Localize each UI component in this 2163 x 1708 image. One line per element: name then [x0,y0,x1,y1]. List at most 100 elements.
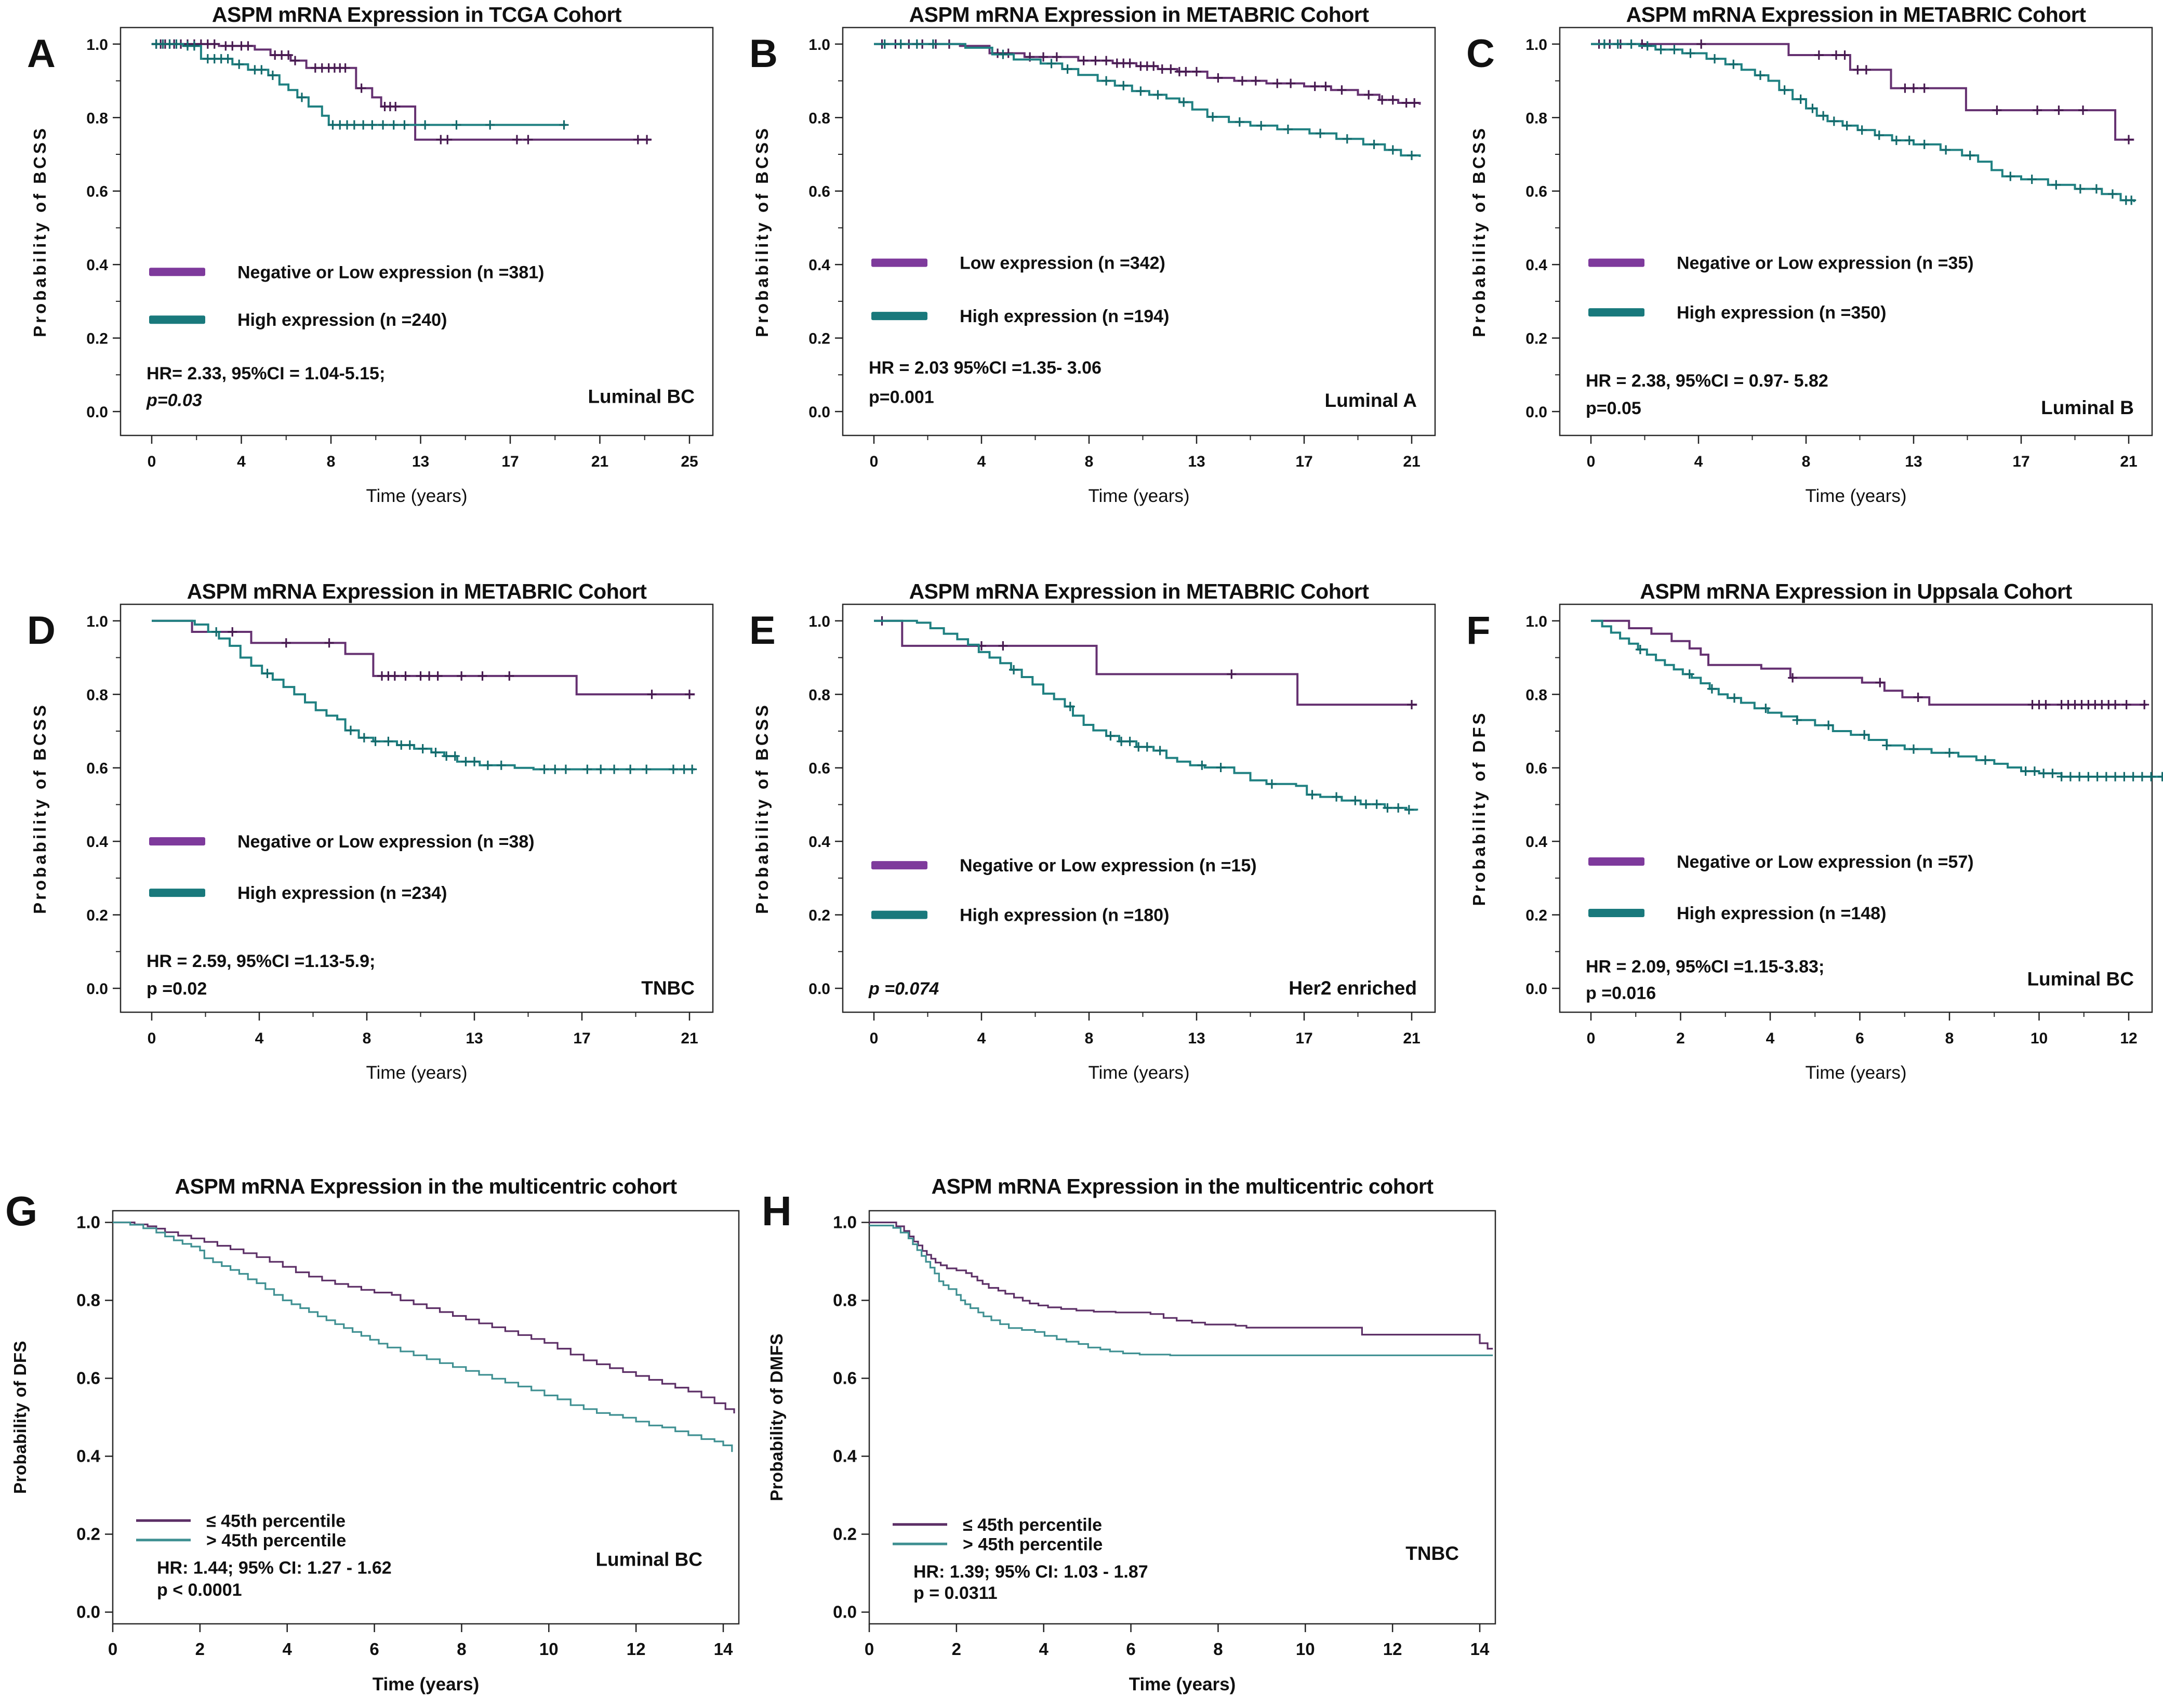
panel-A: A ASPM mRNA Expression in TCGA Cohort 1.0 0… [11,4,725,568]
x-tick-label: 2 [195,1639,205,1659]
legend-swatch [1588,857,1644,866]
y-tick-label: 0.2 [76,1525,100,1544]
y-tick-label: 0.6 [808,760,830,777]
x-tick-label: 0 [870,453,879,470]
km-curve-high [869,1224,1493,1356]
x-tick-label: 4 [977,453,986,470]
km-curve-low [152,619,695,696]
km-curve-low [152,43,652,141]
x-tick-label: 0 [865,1639,874,1659]
km-curve-low [874,619,1417,706]
subtype-annotation: TNBC [1405,1543,1459,1564]
chart-title: ASPM mRNA Expression in METABRIC Cohort [909,581,1370,603]
subtype-annotation: Luminal BC [2027,968,2134,989]
y-tick-label: 0.6 [86,760,108,777]
x-axis-label: Time (years) [366,1063,467,1083]
x-tick-label: 17 [1295,1030,1312,1047]
x-tick-label: 8 [327,453,336,470]
x-tick-label: 25 [681,453,698,470]
x-tick-label: 21 [591,453,608,470]
km-curve-low [113,1221,735,1413]
x-tick-label: 0 [1587,1030,1596,1047]
plot-box [842,603,1436,1013]
panel-H: H ASPM mRNA Expression in the multicentri… [758,1172,1511,1708]
x-tick-label: 13 [1188,1030,1205,1047]
y-tick-label: 0.8 [1525,686,1547,704]
x-tick-label: 6 [369,1639,379,1659]
y-tick-label: 1.0 [76,1213,100,1232]
legend-label: Negative or Low expression (n =35) [1677,254,1974,273]
y-tick-label: 0.0 [76,1603,100,1622]
legend-swatch [149,889,205,897]
legend-label: High expression (n =234) [237,883,447,903]
y-tick-label: 0.2 [1525,907,1547,924]
plot-box [112,1210,740,1625]
subtype-annotation: Luminal A [1325,390,1417,411]
y-tick-label: 1.0 [808,613,830,630]
censor-marks-low [877,39,1419,108]
panel-D: D ASPM mRNA Expression in METABRIC Cohort… [11,581,725,1145]
y-axis-label: Probability of DFS [1469,710,1489,906]
km-curve-high [874,43,1421,157]
legend-label: > 45th percentile [206,1531,346,1551]
panel-letter-A: A [27,32,56,76]
x-tick-label: 10 [1296,1639,1315,1659]
x-tick-label: 2 [1676,1030,1685,1047]
censor-marks-high [1009,665,1414,815]
x-tick-label: 6 [1855,1030,1864,1047]
stats-line: HR = 2.09, 95%CI =1.15-3.83; [1586,957,1824,977]
x-tick-label: 10 [539,1639,559,1659]
y-tick-label: 0.4 [1525,257,1547,274]
chart-title: ASPM mRNA Expression in the multicentric… [932,1174,1434,1198]
y-tick-label: 0.4 [76,1447,101,1466]
chart-title: ASPM mRNA Expression in METABRIC Cohort [1626,4,2087,27]
x-axis-label: Time (years) [1805,1063,1906,1083]
x-tick-label: 21 [1403,453,1420,470]
x-tick-label: 13 [1905,453,1922,470]
x-axis-label: Time (years) [366,486,467,506]
x-tick-label: 17 [501,453,519,470]
x-tick-label: 21 [1403,1030,1420,1047]
censor-marks-low [228,627,694,699]
km-curve-high [152,43,566,126]
stats-line: p < 0.0001 [157,1580,242,1600]
panel-G: G ASPM mRNA Expression in the multicentri… [1,1172,754,1708]
y-tick-label: 0.6 [1525,760,1547,777]
plot-box [120,27,714,436]
legend-swatch [1588,308,1644,317]
legend-label: Negative or Low expression (n =381) [237,262,544,282]
legend-label: ≤ 45th percentile [206,1511,346,1531]
legend-label: High expression (n =148) [1677,904,1886,923]
panel-letter-F: F [1466,608,1491,653]
y-tick-label: 0.2 [833,1525,857,1544]
y-tick-label: 0.0 [86,404,108,421]
y-axis-label: Probability of DMFS [767,1333,786,1501]
y-axis-label: Probability of BCSS [30,126,49,337]
km-curve-low [874,43,1421,105]
panel-letter-G: G [5,1188,38,1234]
km-curve-high [113,1221,733,1452]
y-tick-label: 0.2 [1525,330,1547,348]
censor-marks-high [1599,39,2137,205]
x-tick-label: 17 [1295,453,1312,470]
legend-label: > 45th percentile [963,1534,1103,1554]
legend-swatch [871,258,927,267]
stats-line: p=0.05 [1586,399,1641,418]
x-tick-label: 8 [363,1030,371,1047]
censor-marks-low [151,39,652,144]
stats-line: p=0.001 [869,388,934,407]
legend-label: Negative or Low expression (n =38) [237,832,535,852]
stats-line: p =0.074 [868,979,939,999]
censor-marks-high [211,627,697,774]
x-tick-label: 10 [2031,1030,2048,1047]
chart-title: ASPM mRNA Expression in METABRIC Cohort [909,4,1370,27]
y-tick-label: 0.8 [1525,110,1547,127]
panel-letter-B: B [749,32,778,76]
x-axis-label: Time (years) [1088,1063,1189,1083]
stats-line: HR = 2.59, 95%CI =1.13-5.9; [147,951,375,971]
subtype-annotation: Luminal BC [588,386,695,407]
x-tick-label: 2 [952,1639,961,1659]
stats-line: p =0.02 [147,979,207,999]
y-tick-label: 0.8 [86,110,108,127]
